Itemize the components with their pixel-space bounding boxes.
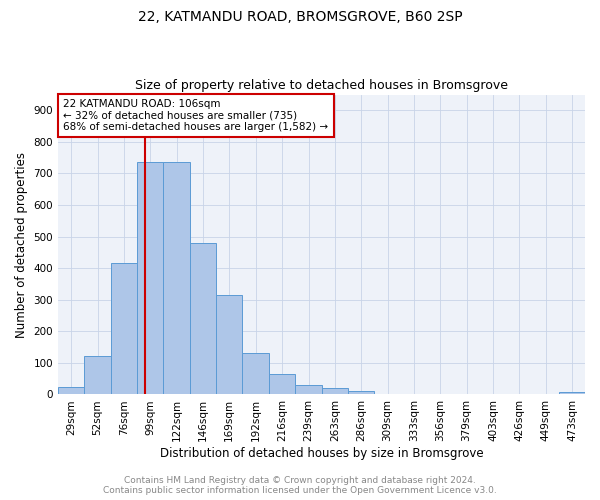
- Bar: [111, 262, 137, 394]
- Bar: [269, 374, 295, 394]
- Bar: [216, 295, 242, 394]
- Text: 22 KATMANDU ROAD: 106sqm
← 32% of detached houses are smaller (735)
68% of semi-: 22 KATMANDU ROAD: 106sqm ← 32% of detach…: [64, 99, 328, 132]
- Bar: [190, 243, 216, 394]
- Text: 22, KATMANDU ROAD, BROMSGROVE, B60 2SP: 22, KATMANDU ROAD, BROMSGROVE, B60 2SP: [137, 10, 463, 24]
- Bar: [559, 392, 585, 394]
- Bar: [295, 385, 322, 394]
- Bar: [137, 162, 163, 394]
- Bar: [84, 356, 111, 395]
- Bar: [348, 390, 374, 394]
- Bar: [163, 162, 190, 394]
- Bar: [58, 386, 84, 394]
- Title: Size of property relative to detached houses in Bromsgrove: Size of property relative to detached ho…: [135, 79, 508, 92]
- Bar: [322, 388, 348, 394]
- Bar: [242, 354, 269, 395]
- Y-axis label: Number of detached properties: Number of detached properties: [15, 152, 28, 338]
- Text: Contains HM Land Registry data © Crown copyright and database right 2024.
Contai: Contains HM Land Registry data © Crown c…: [103, 476, 497, 495]
- X-axis label: Distribution of detached houses by size in Bromsgrove: Distribution of detached houses by size …: [160, 447, 484, 460]
